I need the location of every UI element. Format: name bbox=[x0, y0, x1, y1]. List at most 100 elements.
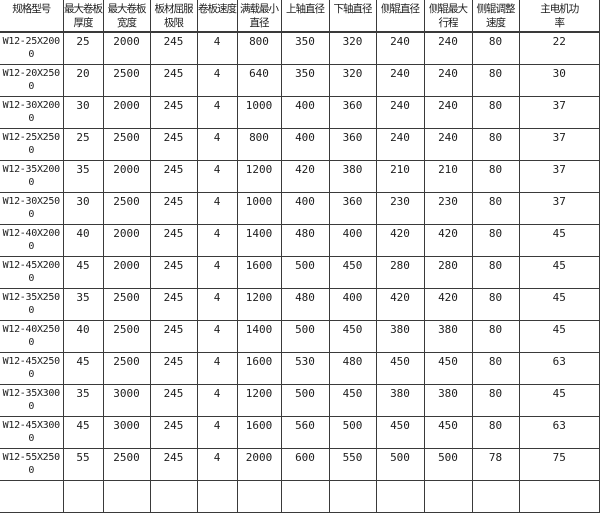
model-cell: W12-30X250 0 bbox=[0, 192, 64, 225]
value-cell: 1600 bbox=[236, 352, 282, 385]
value-cell: 37 bbox=[518, 192, 600, 225]
value-cell: 80 bbox=[471, 352, 520, 385]
value-cell: 240 bbox=[375, 96, 425, 129]
value-cell: 2000 bbox=[102, 160, 151, 193]
value-cell: 63 bbox=[518, 352, 600, 385]
value-cell bbox=[423, 480, 473, 513]
value-cell: 1200 bbox=[236, 160, 282, 193]
value-cell: 2500 bbox=[102, 192, 151, 225]
value-cell: 550 bbox=[328, 448, 377, 481]
value-cell: 4 bbox=[196, 288, 238, 321]
value-cell: 4 bbox=[196, 160, 238, 193]
value-cell: 63 bbox=[518, 416, 600, 449]
value-cell bbox=[471, 480, 520, 513]
value-cell: 25 bbox=[62, 31, 104, 65]
column-header: 最大卷板 宽度 bbox=[102, 0, 151, 33]
value-cell: 80 bbox=[471, 160, 520, 193]
value-cell: 420 bbox=[423, 224, 473, 257]
value-cell: 80 bbox=[471, 224, 520, 257]
value-cell: 35 bbox=[62, 160, 104, 193]
model-cell: W12-25X200 0 bbox=[0, 31, 64, 65]
value-cell: 4 bbox=[196, 256, 238, 289]
value-cell: 240 bbox=[423, 128, 473, 161]
column-header: 上轴直径 bbox=[280, 0, 330, 33]
header-row: 规格型号 最大卷板 厚度 最大卷板 宽度 板材屈服 极限 卷板速度 满载最小 直径 上轴直径… bbox=[0, 0, 600, 33]
value-cell: 280 bbox=[423, 256, 473, 289]
model-cell: W12-35X300 0 bbox=[0, 384, 64, 417]
value-cell: 240 bbox=[423, 96, 473, 129]
table-row: W12-40X200 0 40 2000 245 4 1400 480 400 420 420 80… bbox=[0, 224, 600, 257]
value-cell: 480 bbox=[328, 352, 377, 385]
value-cell: 500 bbox=[280, 320, 330, 353]
model-cell: W12-55X250 0 bbox=[0, 448, 64, 481]
value-cell: 380 bbox=[375, 320, 425, 353]
value-cell: 1600 bbox=[236, 416, 282, 449]
value-cell: 4 bbox=[196, 352, 238, 385]
value-cell: 245 bbox=[149, 320, 198, 353]
value-cell: 30 bbox=[62, 192, 104, 225]
value-cell: 450 bbox=[328, 256, 377, 289]
value-cell: 4 bbox=[196, 416, 238, 449]
value-cell: 245 bbox=[149, 128, 198, 161]
column-header: 侧辊调整 速度 bbox=[471, 0, 520, 33]
model-cell: W12-30X200 0 bbox=[0, 96, 64, 129]
value-cell: 450 bbox=[423, 352, 473, 385]
value-cell: 80 bbox=[471, 192, 520, 225]
value-cell: 500 bbox=[375, 448, 425, 481]
value-cell: 4 bbox=[196, 128, 238, 161]
value-cell: 2500 bbox=[102, 64, 151, 97]
value-cell: 240 bbox=[375, 128, 425, 161]
value-cell: 45 bbox=[62, 416, 104, 449]
column-header: 满载最小 直径 bbox=[236, 0, 282, 33]
value-cell: 80 bbox=[471, 256, 520, 289]
table-row: W12-45X200 0 45 2000 245 4 1600 500 450 280 280 80… bbox=[0, 256, 600, 289]
value-cell: 80 bbox=[471, 288, 520, 321]
value-cell: 37 bbox=[518, 96, 600, 129]
value-cell: 230 bbox=[375, 192, 425, 225]
value-cell: 45 bbox=[518, 384, 600, 417]
value-cell: 4 bbox=[196, 384, 238, 417]
value-cell bbox=[196, 480, 238, 513]
column-header: 侧辊直径 bbox=[375, 0, 425, 33]
value-cell: 245 bbox=[149, 192, 198, 225]
value-cell: 4 bbox=[196, 96, 238, 129]
value-cell: 480 bbox=[280, 224, 330, 257]
value-cell: 45 bbox=[518, 256, 600, 289]
value-cell bbox=[328, 480, 377, 513]
value-cell bbox=[102, 480, 151, 513]
value-cell: 2000 bbox=[236, 448, 282, 481]
value-cell: 35 bbox=[62, 288, 104, 321]
value-cell: 37 bbox=[518, 128, 600, 161]
value-cell: 4 bbox=[196, 320, 238, 353]
value-cell bbox=[518, 480, 600, 513]
value-cell: 380 bbox=[375, 384, 425, 417]
value-cell: 240 bbox=[375, 64, 425, 97]
column-header: 最大卷板 厚度 bbox=[62, 0, 104, 33]
value-cell: 45 bbox=[62, 256, 104, 289]
value-cell: 600 bbox=[280, 448, 330, 481]
value-cell: 245 bbox=[149, 224, 198, 257]
value-cell: 1600 bbox=[236, 256, 282, 289]
value-cell: 360 bbox=[328, 192, 377, 225]
value-cell: 2000 bbox=[102, 31, 151, 65]
value-cell: 4 bbox=[196, 192, 238, 225]
value-cell: 80 bbox=[471, 96, 520, 129]
model-cell: W12-45X200 0 bbox=[0, 256, 64, 289]
model-cell: W12-45X250 0 bbox=[0, 352, 64, 385]
value-cell: 280 bbox=[375, 256, 425, 289]
value-cell: 350 bbox=[280, 31, 330, 65]
value-cell: 400 bbox=[280, 96, 330, 129]
value-cell: 320 bbox=[328, 64, 377, 97]
value-cell: 2000 bbox=[102, 256, 151, 289]
value-cell: 2000 bbox=[102, 96, 151, 129]
table-row: W12-25X250 0 25 2500 245 4 800 400 360 240 240 80 3… bbox=[0, 128, 600, 161]
value-cell: 2000 bbox=[102, 224, 151, 257]
value-cell: 45 bbox=[518, 288, 600, 321]
value-cell: 245 bbox=[149, 31, 198, 65]
value-cell: 3000 bbox=[102, 416, 151, 449]
value-cell: 1200 bbox=[236, 288, 282, 321]
model-cell: W12-20X250 0 bbox=[0, 64, 64, 97]
table-row: W12-20X250 0 20 2500 245 4 640 350 320 240 240 80 3… bbox=[0, 64, 600, 97]
value-cell: 245 bbox=[149, 96, 198, 129]
value-cell: 2500 bbox=[102, 128, 151, 161]
